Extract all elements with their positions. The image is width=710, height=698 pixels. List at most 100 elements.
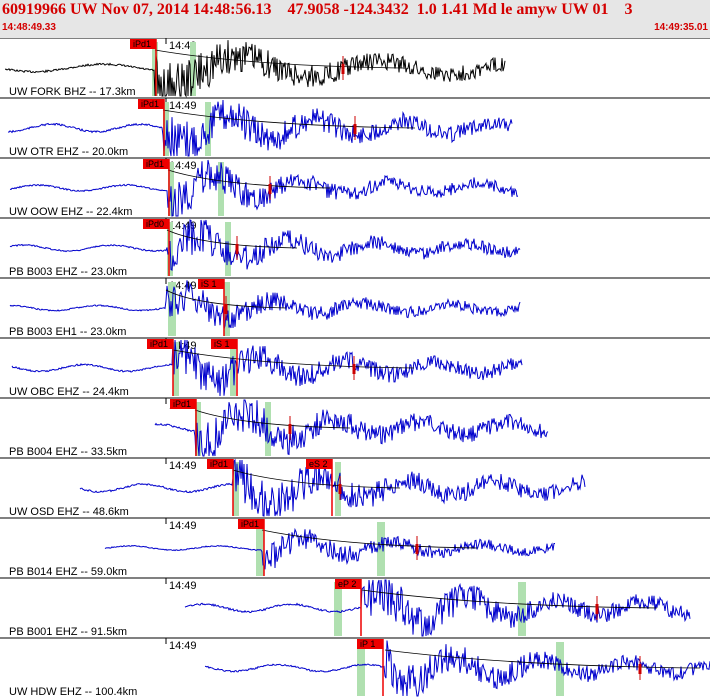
analysis-window — [190, 42, 196, 96]
pick-label: iPd1 — [141, 99, 159, 109]
analysis-window — [334, 582, 342, 636]
coda-marker-box — [341, 64, 345, 74]
coda-marker-box — [268, 184, 272, 194]
pick-label: iPd1 — [150, 339, 168, 349]
channel-row: 14:49 iPd1 UW FORK BHZ -- 17.3km — [0, 38, 710, 98]
pick-label: iP 1 — [360, 639, 375, 649]
label-bg — [8, 446, 137, 457]
pick-box — [138, 99, 164, 109]
channel-label: UW OOW EHZ -- 22.4km — [9, 206, 132, 218]
coda-curve — [162, 109, 416, 129]
coda-curve — [384, 649, 701, 669]
channel-label: PB B003 EH1 -- 23.0km — [9, 326, 126, 338]
pick-box — [357, 639, 383, 649]
pick-box — [147, 339, 173, 349]
coda-marker-box — [338, 484, 342, 494]
analysis-window — [256, 522, 264, 576]
pick-label: iPd1 — [210, 459, 228, 469]
channel-label: UW OSD EHZ -- 48.6km — [9, 506, 129, 518]
pick-label: iPd0 — [146, 219, 164, 229]
channel-label: UW HDW EHZ -- 100.4km — [9, 686, 137, 698]
time-marker: 14:49 — [169, 640, 197, 652]
pick-box — [198, 279, 224, 289]
analysis-window — [518, 582, 526, 636]
analysis-window — [152, 42, 158, 96]
waveform-trace — [7, 99, 513, 157]
event-title: 60919966 UW Nov 07, 2014 14:48:56.13 47.… — [2, 1, 633, 18]
channel-label: PB B004 EHZ -- 33.5km — [9, 446, 127, 458]
coda-marker-box — [415, 544, 419, 554]
coda-curve — [261, 529, 478, 549]
coda-curve — [232, 469, 401, 489]
coda-curve — [194, 409, 351, 429]
channel-label: PB B001 EHZ -- 91.5km — [9, 626, 127, 638]
analysis-window — [205, 102, 211, 156]
time-marker: 14:49 — [169, 460, 197, 472]
pick-box — [238, 519, 264, 529]
coda-curve — [165, 289, 287, 309]
analysis-window — [556, 642, 564, 696]
waveform-trace — [4, 40, 506, 98]
analysis-window — [265, 402, 271, 456]
time-marker: 14:49 — [169, 160, 197, 172]
time-marker: 14:49 — [169, 580, 197, 592]
pick-box — [211, 339, 237, 349]
analysis-window — [195, 402, 201, 456]
coda-marker-box — [595, 604, 599, 614]
coda-marker-box — [638, 664, 642, 674]
label-bg — [8, 626, 137, 637]
channel-row: 14:49 iPd1 PB B014 EHZ -- 59.0km — [0, 517, 710, 578]
waveform-trace — [104, 527, 555, 570]
channel-row: 14:49 iPd1 UW OTR EHZ -- 20.0km — [0, 97, 710, 158]
coda-curve — [361, 589, 658, 609]
window-end-time: 14:49:35.01 — [654, 22, 708, 33]
pick-label: iPd1 — [173, 399, 191, 409]
channel-label: UW OTR EHZ -- 20.0km — [9, 146, 128, 158]
label-bg — [8, 86, 137, 97]
channel-label: UW FORK BHZ -- 17.3km — [9, 86, 136, 98]
label-bg — [8, 266, 137, 277]
time-marker: 14:49 — [169, 520, 197, 532]
time-marker: 14:49 — [169, 40, 197, 52]
label-bg — [8, 506, 130, 517]
pick-box — [335, 579, 361, 589]
channel-row: 14:49 iPd1 UW OOW EHZ -- 22.4km — [0, 157, 710, 218]
waveform-trace — [9, 219, 521, 271]
coda-marker-box — [353, 124, 357, 134]
pick-label: eP 2 — [338, 579, 356, 589]
analysis-window — [357, 642, 365, 696]
analysis-window — [335, 462, 341, 516]
label-bg — [8, 566, 137, 577]
analysis-window — [218, 162, 224, 216]
pick-label: iS 1 — [214, 339, 230, 349]
coda-curve — [154, 49, 404, 69]
label-bg — [8, 686, 137, 697]
pick-box — [170, 399, 196, 409]
label-bg — [8, 146, 130, 157]
waveform-trace — [154, 399, 549, 457]
coda-marker-box — [352, 364, 356, 374]
pick-box — [130, 39, 156, 49]
pick-box — [306, 459, 332, 469]
waveform-trace — [9, 159, 519, 217]
waveform-trace — [204, 640, 710, 697]
analysis-window — [163, 102, 169, 156]
pick-label: iS 1 — [201, 279, 217, 289]
analysis-window — [173, 342, 179, 396]
waveform-trace — [9, 280, 521, 330]
channel-row: 14:49 eP 2 PB B001 EHZ -- 91.5km — [0, 577, 710, 638]
channel-row: 14:49 iPd1 eS 2 UW OSD EHZ -- 48.6km — [0, 457, 710, 518]
channel-label: PB B014 EHZ -- 59.0km — [9, 566, 127, 578]
coda-curve — [167, 169, 331, 189]
channel-row: 14:49 iS 1PB B003 EH1 -- 23.0km — [0, 277, 710, 338]
seismogram-panel[interactable]: 14:49 iPd1 UW FORK BHZ -- 17.3km 14:49 iPd1 U… — [0, 38, 710, 698]
coda-marker-box — [235, 244, 239, 254]
coda-curve — [166, 229, 298, 249]
pick-label: eS 2 — [309, 459, 328, 469]
window-start-time: 14:48:49.33 — [2, 22, 56, 33]
label-bg — [8, 386, 130, 397]
waveform-trace — [11, 339, 523, 397]
pick-label: iPd1 — [133, 39, 151, 49]
